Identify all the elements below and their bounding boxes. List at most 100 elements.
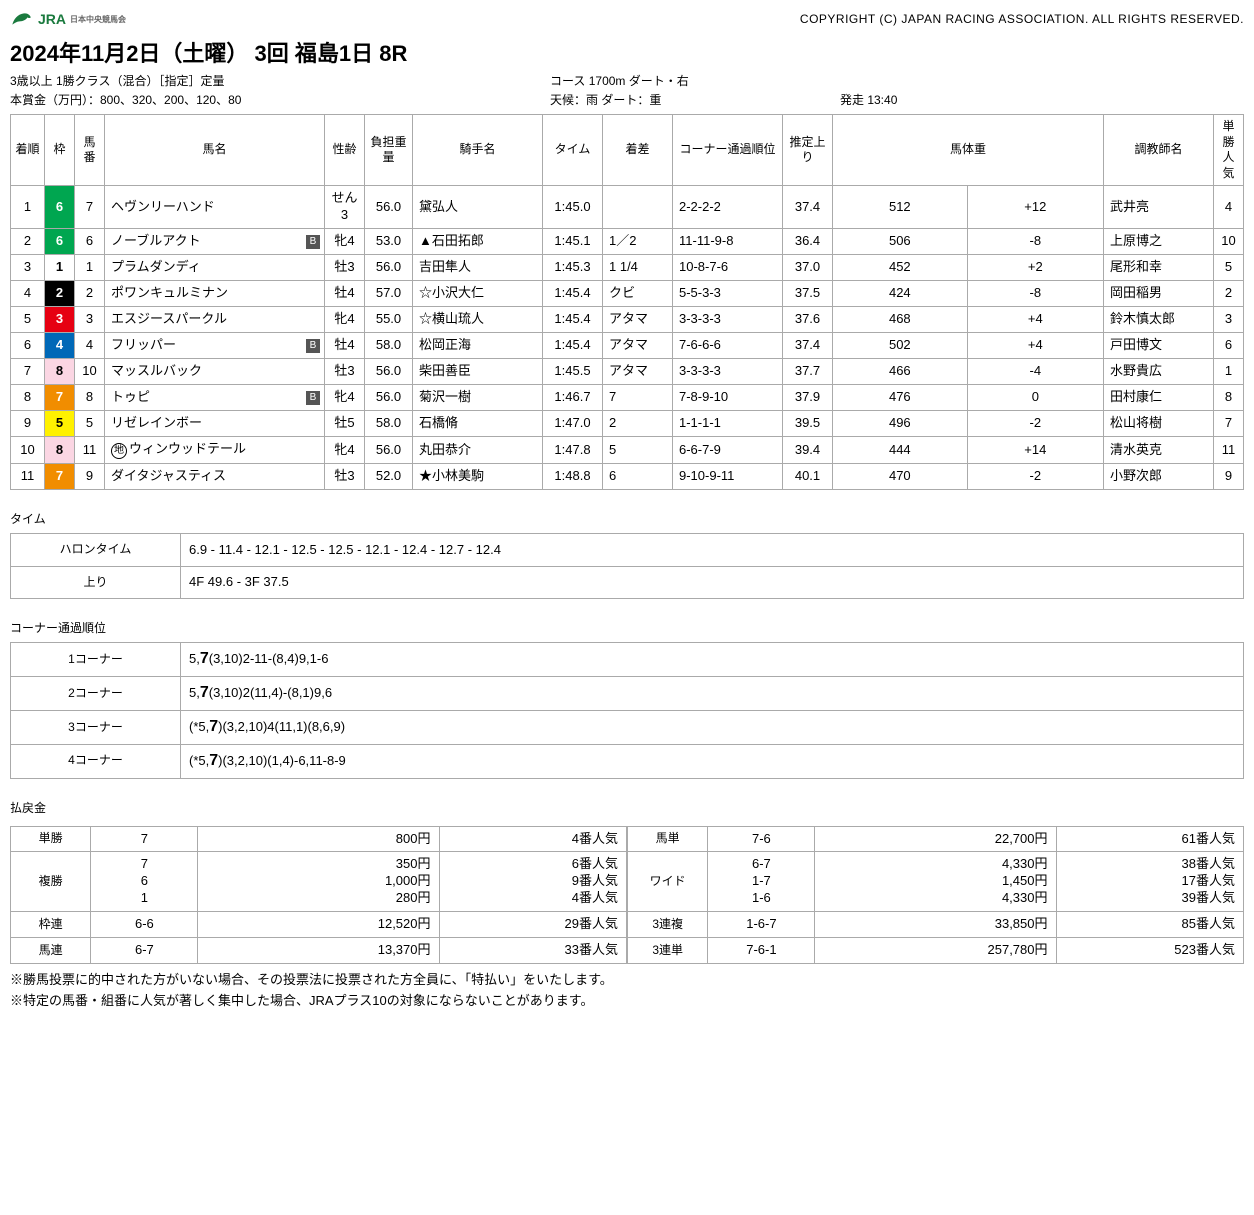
time-table: ハロンタイム6.9 - 11.4 - 12.1 - 12.5 - 12.5 - …	[10, 533, 1244, 599]
trainer-cell: 戸田博文	[1104, 333, 1214, 359]
data-cell: 37.9	[783, 385, 833, 411]
payout-right: 馬単7-622,700円61番人気ワイド6-71-71-64,330円1,450…	[627, 826, 1244, 964]
col-header: 性齢	[325, 115, 365, 186]
data-cell: 2	[1214, 281, 1244, 307]
jockey-cell: 黛弘人	[413, 186, 543, 229]
data-cell: 1	[45, 255, 75, 281]
trainer-cell: 岡田稲男	[1104, 281, 1214, 307]
payout-pop: 33番人気	[439, 937, 627, 963]
data-cell: 7	[75, 186, 105, 229]
col-header: 枠	[45, 115, 75, 186]
horse-name-cell: トゥピB	[105, 385, 325, 411]
data-cell: 6	[45, 229, 75, 255]
data-cell: 8	[1214, 385, 1244, 411]
data-cell: -8	[967, 281, 1103, 307]
race-info-row2: 本賞金（万円）：800、320、200、120、80 天候：雨 ダート：重 発走…	[10, 91, 1244, 108]
time-label: 上り	[11, 566, 181, 599]
payout-type: 馬単	[628, 826, 708, 852]
data-cell: 1／2	[603, 229, 673, 255]
result-row: 878トゥピB牝456.0菊沢一樹1:46.777-8-9-1037.94760…	[11, 385, 1244, 411]
data-cell: 2	[45, 281, 75, 307]
data-cell: 牡4	[325, 333, 365, 359]
race-weather: 天候：雨 ダート：重	[550, 91, 840, 108]
horse-name-cell: 地ウィンウッドテール	[105, 437, 325, 464]
time-value: 6.9 - 11.4 - 12.1 - 12.5 - 12.5 - 12.1 -…	[181, 534, 1244, 567]
race-class: 3歳以上 1勝クラス（混合）［指定］定量	[10, 72, 550, 89]
payout-type: ワイド	[628, 852, 708, 912]
corner-value: 5,7(3,10)2(11,4)-(8,1)9,6	[181, 677, 1244, 711]
data-cell: 牝4	[325, 437, 365, 464]
col-header: 推定上り	[783, 115, 833, 186]
data-cell: 1	[75, 255, 105, 281]
data-cell: 7-6-6-6	[673, 333, 783, 359]
payout-pop: 523番人気	[1056, 937, 1244, 963]
data-cell: 7	[1214, 411, 1244, 437]
data-cell: +14	[967, 437, 1103, 464]
data-cell: 5	[603, 437, 673, 464]
payout-pop: 61番人気	[1056, 826, 1244, 852]
data-cell: +12	[967, 186, 1103, 229]
note-line: ※勝馬投票に的中された方がいない場合、その投票法に投票された方全員に、「特払い」…	[10, 970, 1244, 991]
trainer-cell: 松山将樹	[1104, 411, 1214, 437]
data-cell: 8	[45, 437, 75, 464]
data-cell: 3	[1214, 307, 1244, 333]
data-cell: 11	[11, 464, 45, 490]
data-cell: 55.0	[365, 307, 413, 333]
data-cell: 1-1-1-1	[673, 411, 783, 437]
section-corner: コーナー通過順位	[10, 619, 1244, 636]
data-cell: 1	[1214, 359, 1244, 385]
data-cell: 牝4	[325, 385, 365, 411]
data-cell: 6	[1214, 333, 1244, 359]
data-cell: 9	[75, 464, 105, 490]
data-cell: 470	[833, 464, 968, 490]
data-cell: 9-10-9-11	[673, 464, 783, 490]
data-cell: 10	[1214, 229, 1244, 255]
data-cell: 496	[833, 411, 968, 437]
data-cell: 6	[603, 464, 673, 490]
data-cell: 1:45.1	[543, 229, 603, 255]
payout-type: 3連単	[628, 937, 708, 963]
data-cell: 53.0	[365, 229, 413, 255]
payout-yen: 22,700円	[815, 826, 1056, 852]
data-cell: 476	[833, 385, 968, 411]
data-cell: 3	[45, 307, 75, 333]
data-cell: 6-6-7-9	[673, 437, 783, 464]
data-cell: 1:45.5	[543, 359, 603, 385]
trainer-cell: 鈴木慎太郎	[1104, 307, 1214, 333]
data-cell: 37.6	[783, 307, 833, 333]
horse-name-cell: エスジースパークル	[105, 307, 325, 333]
data-cell: 2	[603, 411, 673, 437]
data-cell: 452	[833, 255, 968, 281]
data-cell: 2	[11, 229, 45, 255]
payout-combo: 1-6-7	[708, 912, 815, 938]
data-cell: 7	[45, 464, 75, 490]
data-cell: 5	[1214, 255, 1244, 281]
trainer-cell: 田村康仁	[1104, 385, 1214, 411]
payout-yen: 13,370円	[198, 937, 439, 963]
data-cell: 4	[75, 333, 105, 359]
col-header: タイム	[543, 115, 603, 186]
jockey-cell: ▲石田拓郎	[413, 229, 543, 255]
jockey-cell: 柴田善臣	[413, 359, 543, 385]
corner-table: 1コーナー5,7(3,10)2-11-(8,4)9,1-62コーナー5,7(3,…	[10, 642, 1244, 778]
blinker-badge: B	[306, 339, 320, 353]
trainer-cell: 小野次郎	[1104, 464, 1214, 490]
data-cell: 37.4	[783, 333, 833, 359]
data-cell: 5	[75, 411, 105, 437]
data-cell: 1:45.4	[543, 307, 603, 333]
data-cell: 3	[11, 255, 45, 281]
corner-value: (*5,7)(3,2,10)4(11,1)(8,6,9)	[181, 710, 1244, 744]
corner-label: 2コーナー	[11, 677, 181, 711]
note-line: ※特定の馬番・組番に人気が著しく集中した場合、JRAプラス10の対象にならないこ…	[10, 991, 1244, 1012]
data-cell	[603, 186, 673, 229]
data-cell: アタマ	[603, 333, 673, 359]
payout-left: 単勝7800円4番人気複勝761350円1,000円280円6番人気9番人気4番…	[10, 826, 627, 964]
payout-yen: 33,850円	[815, 912, 1056, 938]
payout-yen: 257,780円	[815, 937, 1056, 963]
payout-combo: 6-7	[91, 937, 198, 963]
blinker-badge: B	[306, 391, 320, 405]
race-info-row1: 3歳以上 1勝クラス（混合）［指定］定量 コース 1700m ダート・右	[10, 72, 1244, 89]
data-cell: 37.7	[783, 359, 833, 385]
jockey-cell: 松岡正海	[413, 333, 543, 359]
data-cell: 10	[75, 359, 105, 385]
